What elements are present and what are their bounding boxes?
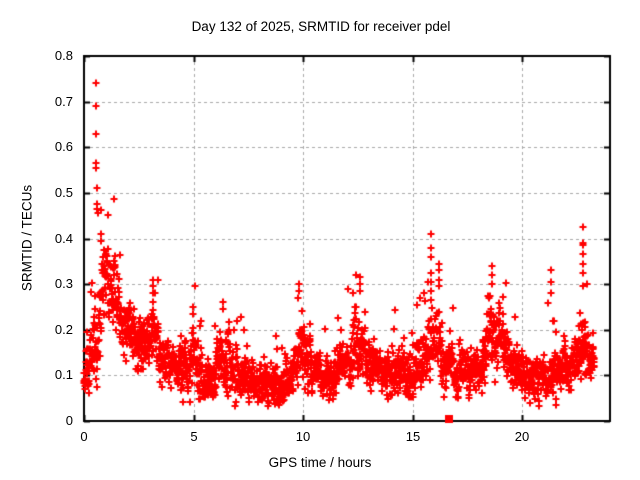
y-tick-label: 0.3 (54, 276, 73, 291)
x-tick-label: 20 (514, 429, 530, 444)
y-tick-label: 0.1 (54, 367, 73, 382)
x-tick-label: 5 (190, 429, 198, 444)
y-tick-label: 0.4 (54, 231, 73, 246)
x-tick-label: 15 (405, 429, 421, 444)
x-tick-label: 0 (80, 429, 88, 444)
x-axis-label: GPS time / hours (268, 455, 372, 470)
chart-title: Day 132 of 2025, SRMTID for receiver pde… (191, 19, 451, 34)
y-tick-label: 0.2 (54, 322, 73, 337)
y-tick-label: 0.6 (54, 139, 73, 154)
y-tick-label: 0.5 (54, 185, 73, 200)
y-tick-label: 0.7 (54, 94, 73, 109)
x-tick-label: 10 (295, 429, 311, 444)
y-tick-label: 0 (65, 413, 73, 428)
y-tick-label: 0.8 (54, 48, 73, 63)
